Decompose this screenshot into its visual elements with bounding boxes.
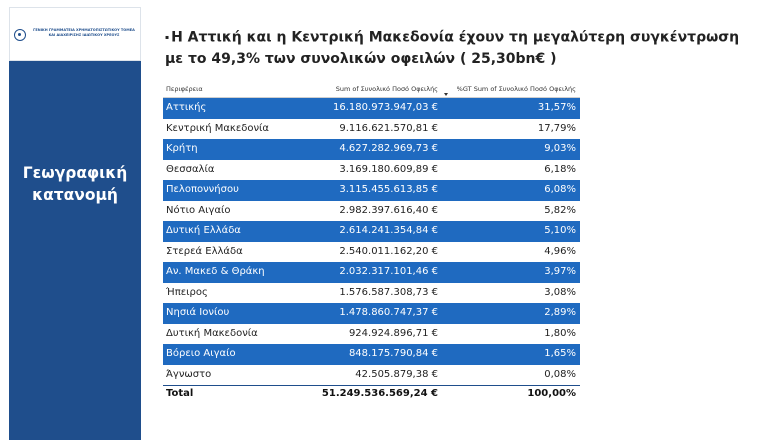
table-row[interactable]: Πελοποννήσου 3.115.455.613,85 € 6,08% [163, 180, 580, 201]
sum-cell: 2.982.397.616,40 € [339, 204, 438, 216]
table-row[interactable]: Ήπειρος 1.576.587.308,73 € 3,08% [163, 283, 580, 304]
region-cell: Δυτική Ελλάδα [166, 225, 241, 236]
sum-cell: 3.115.455.613,85 € [339, 184, 438, 195]
pct-cell: 5,10% [544, 225, 576, 236]
table-row[interactable]: Στερεά Ελλάδα 2.540.011.162,20 € 4,96% [163, 242, 580, 263]
sum-cell: 3.169.180.609,89 € [339, 163, 438, 175]
sort-desc-icon[interactable] [444, 93, 448, 96]
headline-line-2: με το 49,3% των συνολικών οφειλών ( 25,3… [165, 50, 557, 67]
sum-cell: 848.175.790,84 € [348, 348, 438, 359]
pct-cell: 1,65% [544, 348, 576, 359]
table-header: Περιφέρεια Sum of Συνολικό Ποσό Οφειλής … [163, 82, 580, 98]
region-cell: Βόρειο Αιγαίο [166, 348, 236, 359]
table-row[interactable]: Νησιά Ιονίου 1.478.860.747,37 € 2,89% [163, 303, 580, 324]
header-pct[interactable]: %GT Sum of Συνολικό Ποσό Οφειλής [456, 85, 576, 93]
region-cell: Νότιο Αιγαίο [166, 204, 231, 216]
total-label: Total [166, 388, 194, 399]
sidebar: ΓΕΝΙΚΗ ΓΡΑΜΜΑΤΕΙΑ ΧΡΗΜΑΤΟΠΙΣΤΩΤΙΚΟΥ ΤΟΜΕ… [9, 7, 141, 440]
pct-cell: 1,80% [544, 327, 576, 339]
sum-cell: 924.924.896,71 € [348, 327, 438, 339]
pct-cell: 17,79% [537, 122, 576, 134]
header-sum[interactable]: Sum of Συνολικό Ποσό Οφειλής [335, 85, 438, 93]
sum-cell: 2.540.011.162,20 € [339, 245, 438, 257]
table-row[interactable]: Δυτική Μακεδονία 924.924.896,71 € 1,80% [163, 324, 580, 345]
ministry-seal-icon [14, 29, 26, 41]
sum-cell: 2.032.317.101,46 € [339, 266, 438, 277]
region-cell: Ήπειρος [166, 286, 208, 298]
sum-cell: 4.627.282.969,73 € [339, 143, 438, 154]
header-region[interactable]: Περιφέρεια [166, 85, 203, 93]
total-pct: 100,00% [527, 388, 576, 399]
sum-cell: 9.116.621.570,81 € [339, 122, 438, 134]
pct-cell: 31,57% [537, 102, 576, 113]
sum-cell: 1.576.587.308,73 € [339, 286, 438, 298]
table-row[interactable]: Αν. Μακεδ & Θράκη 2.032.317.101,46 € 3,97% [163, 262, 580, 283]
sum-cell: 2.614.241.354,84 € [339, 225, 438, 236]
pct-cell: 3,08% [544, 286, 576, 298]
page-title: ▪ Η Αττική και η Κεντρική Μακεδονία έχουν… [165, 27, 765, 70]
pct-cell: 9,03% [544, 143, 576, 154]
table-row[interactable]: Νότιο Αιγαίο 2.982.397.616,40 € 5,82% [163, 201, 580, 222]
region-cell: Αν. Μακεδ & Θράκη [166, 266, 265, 277]
logo-line-2: ΚΑΙ ΔΙΑΧΕΙΡΙΣΗΣ ΙΔΙΩΤΙΚΟΥ ΧΡΕΟΥΣ [48, 33, 120, 37]
region-cell: Νησιά Ιονίου [166, 307, 230, 318]
region-cell: Κεντρική Μακεδονία [166, 122, 270, 134]
region-cell: Πελοποννήσου [166, 184, 239, 195]
region-cell: Στερεά Ελλάδα [166, 245, 243, 257]
region-cell: Δυτική Μακεδονία [166, 327, 258, 339]
logo: ΓΕΝΙΚΗ ΓΡΑΜΜΑΤΕΙΑ ΧΡΗΜΑΤΟΠΙΣΤΩΤΙΚΟΥ ΤΟΜΕ… [9, 7, 141, 61]
table-body: Αττικής 16.180.973.947,03 € 31,57% Κεντρική… [163, 98, 580, 385]
sum-cell: 42.505.879,38 € [355, 368, 438, 380]
region-cell: Κρήτη [166, 143, 198, 154]
pct-cell: 3,97% [544, 266, 576, 277]
logo-line-1: ΓΕΝΙΚΗ ΓΡΑΜΜΑΤΕΙΑ ΧΡΗΜΑΤΟΠΙΣΤΩΤΙΚΟΥ ΤΟΜΕ… [33, 28, 135, 32]
headline-line-1: Η Αττική και η Κεντρική Μακεδονία έχουν … [171, 29, 740, 46]
table-row[interactable]: Άγνωστο 42.505.879,38 € 0,08% [163, 365, 580, 386]
table-row[interactable]: Βόρειο Αιγαίο 848.175.790,84 € 1,65% [163, 344, 580, 365]
region-cell: Άγνωστο [166, 368, 212, 380]
table-row[interactable]: Αττικής 16.180.973.947,03 € 31,57% [163, 98, 580, 119]
table-row[interactable]: Δυτική Ελλάδα 2.614.241.354,84 € 5,10% [163, 221, 580, 242]
table-row[interactable]: Θεσσαλία 3.169.180.609,89 € 6,18% [163, 160, 580, 181]
region-cell: Θεσσαλία [166, 163, 215, 175]
sum-cell: 16.180.973.947,03 € [333, 102, 438, 113]
table-row[interactable]: Κρήτη 4.627.282.969,73 € 9,03% [163, 139, 580, 160]
pct-cell: 0,08% [544, 368, 576, 380]
pct-cell: 4,96% [544, 245, 576, 257]
pct-cell: 5,82% [544, 204, 576, 216]
pct-cell: 2,89% [544, 307, 576, 318]
table-row[interactable]: Κεντρική Μακεδονία 9.116.621.570,81 € 17,7… [163, 119, 580, 140]
debt-by-region-table: Περιφέρεια Sum of Συνολικό Ποσό Οφειλής … [163, 82, 580, 402]
bullet-icon: ▪ [165, 34, 170, 41]
pct-cell: 6,08% [544, 184, 576, 195]
section-title: Γεωγραφική κατανομή [9, 162, 141, 206]
total-sum: 51.249.536.569,24 € [321, 388, 438, 399]
sum-cell: 1.478.860.747,37 € [339, 307, 438, 318]
logo-text: ΓΕΝΙΚΗ ΓΡΑΜΜΑΤΕΙΑ ΧΡΗΜΑΤΟΠΙΣΤΩΤΙΚΟΥ ΤΟΜΕ… [29, 28, 139, 38]
region-cell: Αττικής [166, 102, 207, 113]
section-title-line-2: κατανομή [32, 186, 118, 204]
pct-cell: 6,18% [544, 163, 576, 175]
total-row: Total 51.249.536.569,24 € 100,00% [163, 385, 580, 402]
section-title-line-1: Γεωγραφική [22, 164, 128, 182]
